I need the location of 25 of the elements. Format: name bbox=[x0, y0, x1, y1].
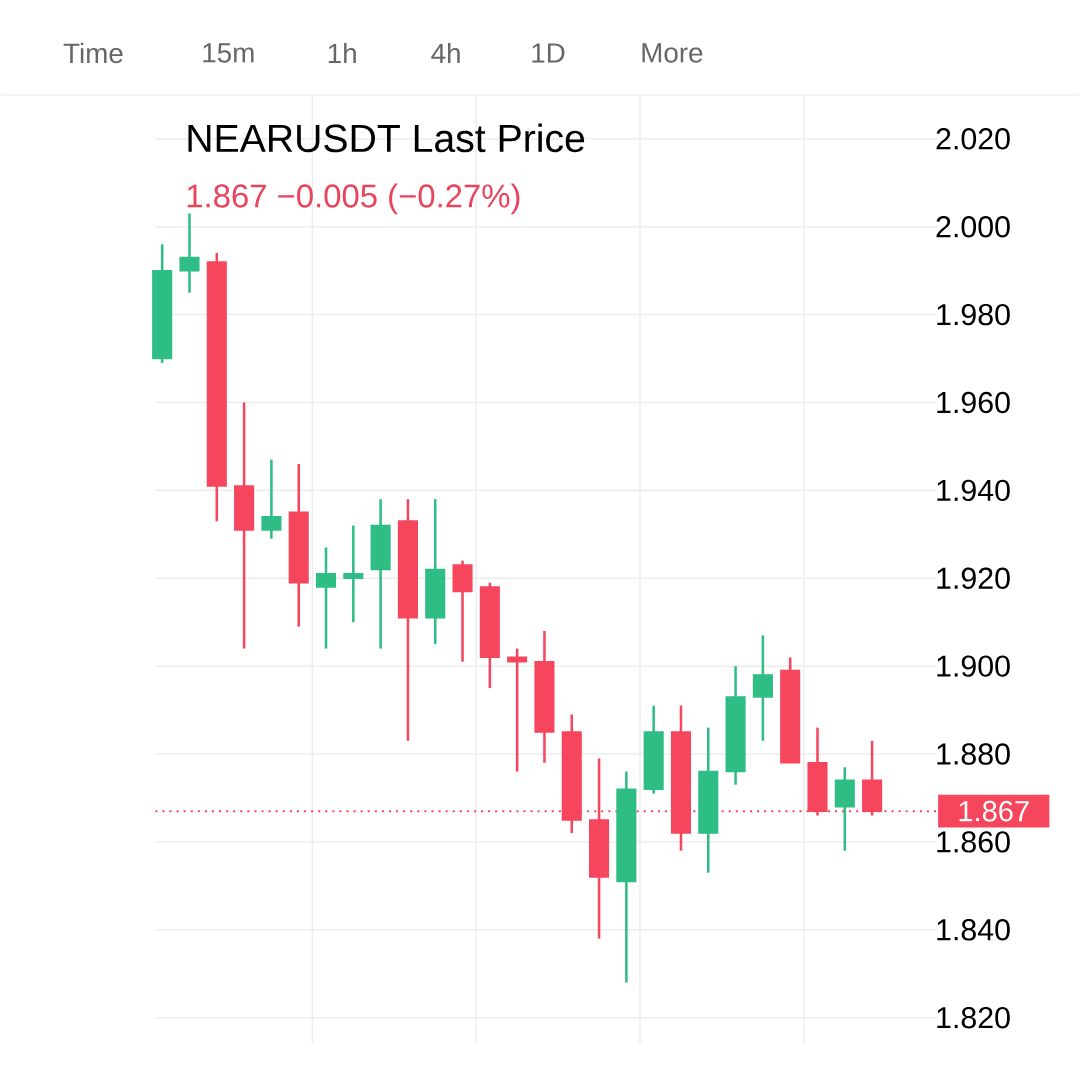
candlestick bbox=[261, 458, 282, 540]
text: 4h bbox=[431, 42, 460, 64]
text: More bbox=[642, 43, 703, 63]
y-tick-label: 1.860 bbox=[937, 831, 1010, 853]
candlestick bbox=[343, 524, 364, 624]
y-tick-label: 2.000 bbox=[936, 216, 1010, 238]
candlestick bbox=[315, 546, 337, 650]
y-tick-label: 2.020 bbox=[936, 128, 1010, 150]
y-tick-label: 1.940 bbox=[937, 479, 1010, 502]
y-tick-label: 1.960 bbox=[937, 391, 1010, 414]
text: 1h bbox=[328, 42, 356, 64]
candlestick bbox=[752, 634, 773, 743]
text: 1.867 −0.005 (−0.27%) bbox=[187, 183, 520, 215]
ref-line-label: 1.867 bbox=[959, 800, 1029, 822]
y-tick-label: 1.900 bbox=[937, 655, 1010, 677]
y-tick-label: 1.980 bbox=[937, 303, 1010, 326]
text: 15m bbox=[203, 43, 254, 63]
y-tick-label: 1.840 bbox=[937, 919, 1010, 941]
text: NEARUSDT Last Price bbox=[188, 123, 585, 153]
y-tick-label: 1.920 bbox=[937, 567, 1010, 589]
candlestick bbox=[179, 212, 200, 294]
y-tick-label: 1.820 bbox=[937, 1006, 1010, 1029]
text: Time bbox=[63, 42, 123, 64]
y-tick-label: 1.880 bbox=[937, 743, 1010, 765]
text: 1D bbox=[532, 43, 565, 63]
